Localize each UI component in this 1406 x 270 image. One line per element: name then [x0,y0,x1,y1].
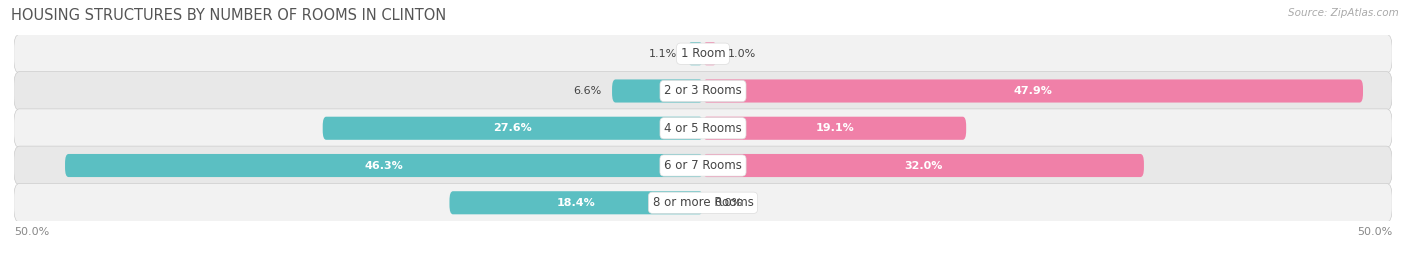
Text: 46.3%: 46.3% [364,160,404,171]
FancyBboxPatch shape [14,146,1392,185]
FancyBboxPatch shape [323,117,703,140]
Text: 18.4%: 18.4% [557,198,596,208]
Text: 0.0%: 0.0% [714,198,742,208]
Text: 50.0%: 50.0% [14,227,49,237]
FancyBboxPatch shape [703,117,966,140]
Text: 6.6%: 6.6% [572,86,600,96]
Text: Source: ZipAtlas.com: Source: ZipAtlas.com [1288,8,1399,18]
FancyBboxPatch shape [703,154,1144,177]
FancyBboxPatch shape [450,191,703,214]
Text: 19.1%: 19.1% [815,123,853,133]
Text: 6 or 7 Rooms: 6 or 7 Rooms [664,159,742,172]
Text: 8 or more Rooms: 8 or more Rooms [652,196,754,209]
Text: 27.6%: 27.6% [494,123,533,133]
FancyBboxPatch shape [14,109,1392,148]
FancyBboxPatch shape [14,183,1392,222]
Text: 1 Room: 1 Room [681,47,725,60]
Text: HOUSING STRUCTURES BY NUMBER OF ROOMS IN CLINTON: HOUSING STRUCTURES BY NUMBER OF ROOMS IN… [11,8,447,23]
FancyBboxPatch shape [14,34,1392,73]
Text: 32.0%: 32.0% [904,160,942,171]
Text: 1.0%: 1.0% [728,49,756,59]
FancyBboxPatch shape [65,154,703,177]
Text: 50.0%: 50.0% [1357,227,1392,237]
FancyBboxPatch shape [14,72,1392,110]
Text: 47.9%: 47.9% [1014,86,1053,96]
FancyBboxPatch shape [703,42,717,65]
FancyBboxPatch shape [688,42,703,65]
Text: 1.1%: 1.1% [648,49,676,59]
Text: 2 or 3 Rooms: 2 or 3 Rooms [664,85,742,97]
FancyBboxPatch shape [703,79,1362,103]
Text: 4 or 5 Rooms: 4 or 5 Rooms [664,122,742,135]
FancyBboxPatch shape [612,79,703,103]
